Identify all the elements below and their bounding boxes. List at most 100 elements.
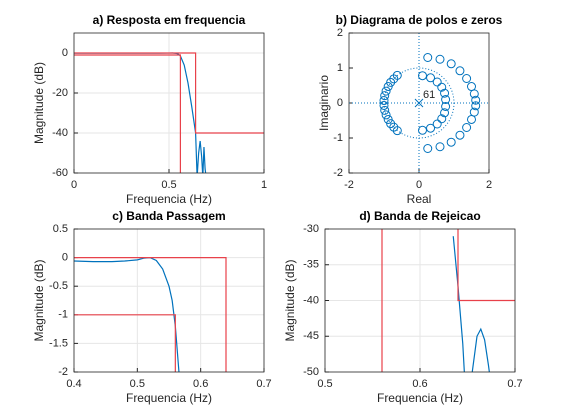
y-tick-label: 0.5	[53, 223, 68, 235]
plot-content	[381, 229, 515, 372]
series-line	[457, 229, 515, 302]
axes-box	[73, 228, 265, 373]
y-tick-label: -45	[303, 330, 319, 342]
chart-title: c) Banda Passagem	[112, 209, 225, 223]
zero-marker	[381, 110, 391, 120]
zero-marker	[469, 107, 479, 117]
zero-marker	[423, 53, 433, 62]
subplot: -2 0 2 -2 -1 0 1 2 61 b) Diagrama de polos e zero…	[317, 13, 503, 206]
x-axis-label: Frequencia (Hz)	[377, 391, 463, 405]
plot-content	[349, 33, 489, 173]
y-tick-label: -2	[333, 167, 343, 179]
subplot: 0.4 0.5 0.6 0.7 -2 -1.5 -1 -0.5 0 0.5 c) Banda Pas…	[32, 209, 271, 405]
x-tick-label: 0.7	[507, 378, 522, 390]
y-tick-label: -1	[333, 132, 343, 144]
zero-marker	[455, 66, 465, 76]
zero-marker	[446, 59, 456, 69]
y-tick-label: -0.5	[49, 280, 68, 292]
zero-marker	[441, 102, 451, 111]
zero-marker	[418, 71, 427, 81]
axes-box	[324, 228, 516, 373]
x-tick-label: -2	[344, 179, 354, 191]
x-tick-label: 0.5	[130, 378, 145, 390]
x-tick-label: 0.5	[161, 179, 176, 191]
y-tick-label: -1	[58, 309, 68, 321]
pole-marker	[414, 98, 424, 108]
plot-area	[74, 229, 264, 372]
zero-marker	[426, 123, 436, 133]
zero-marker	[462, 123, 472, 132]
x-axis-label: Frequencia (Hz)	[126, 192, 212, 206]
y-tick-label: -30	[303, 223, 319, 235]
y-tick-label: -35	[303, 259, 319, 271]
zero-marker	[471, 101, 481, 111]
axes-box	[73, 32, 265, 174]
chart-title: a) Resposta em frequencia	[93, 13, 246, 27]
y-tick-label: -50	[303, 366, 319, 378]
x-axis-label: Frequencia (Hz)	[126, 391, 212, 405]
zero-marker	[383, 82, 393, 92]
x-tick-label: 2	[486, 179, 492, 191]
zero-marker	[380, 91, 390, 101]
zero-marker	[462, 74, 472, 83]
zero-marker	[441, 95, 451, 104]
zero-marker	[440, 108, 450, 118]
zero-marker	[435, 54, 445, 64]
x-tick-label: 1	[261, 179, 267, 191]
plot-content	[74, 256, 227, 372]
zero-marker	[379, 100, 389, 110]
y-tick-label: 0	[62, 47, 68, 59]
y-axis-label: Magnitude (dB)	[283, 259, 297, 341]
zero-marker	[471, 95, 481, 105]
zero-marker	[418, 125, 427, 135]
plot-content	[74, 52, 264, 173]
x-axis-label: Real	[407, 192, 432, 206]
series-line	[74, 52, 264, 134]
zero-marker	[392, 126, 402, 136]
subplot: 0 0.5 1 -60 -40 -20 0 a) Resposta em frequencia…	[32, 13, 267, 206]
zero-marker	[423, 144, 433, 153]
axes-box	[348, 32, 490, 174]
y-tick-label: 0	[337, 97, 343, 109]
zero-marker	[432, 119, 442, 129]
y-tick-label: -2	[58, 366, 68, 378]
x-tick-label: 0.6	[412, 378, 427, 390]
zero-marker	[435, 142, 445, 152]
y-tick-label: -40	[52, 127, 68, 139]
chart-title: d) Banda de Rejeicao	[359, 209, 480, 223]
zero-marker	[446, 137, 456, 147]
zero-marker	[469, 89, 479, 99]
pole-count: 61	[423, 89, 435, 101]
y-axis-label: Imaginario	[317, 75, 331, 131]
x-tick-label: 0.6	[193, 378, 208, 390]
zero-marker	[380, 105, 390, 115]
y-axis-label: Magnitude (dB)	[32, 62, 46, 144]
x-tick-label: 0	[71, 179, 77, 191]
zero-marker	[426, 73, 436, 83]
zero-marker	[437, 82, 447, 92]
zero-marker	[440, 88, 450, 98]
y-axis-label: Magnitude (dB)	[32, 259, 46, 341]
zero-marker	[432, 77, 442, 87]
y-tick-label: 1	[337, 62, 343, 74]
series-line	[452, 236, 490, 372]
zero-marker	[379, 96, 389, 106]
series-line	[74, 314, 176, 372]
subplot: 0.5 0.6 0.7 -50 -45 -40 -35 -30 d) Banda de Reje…	[283, 209, 522, 405]
zero-marker	[437, 114, 447, 124]
y-tick-label: -20	[52, 87, 68, 99]
y-tick-label: 0	[62, 252, 68, 264]
chart-title: b) Diagrama de polos e zeros	[336, 13, 503, 27]
zero-marker	[381, 86, 391, 96]
y-tick-label: -1.5	[49, 337, 68, 349]
y-tick-label: -40	[303, 294, 319, 306]
x-tick-label: 0.4	[66, 378, 81, 390]
y-tick-label: 2	[337, 27, 343, 39]
x-tick-label: 0.7	[256, 378, 271, 390]
series-line	[74, 257, 227, 372]
y-tick-label: -60	[52, 167, 68, 179]
x-tick-label: 0	[416, 179, 422, 191]
series-line	[74, 54, 181, 173]
zero-marker	[455, 130, 465, 140]
